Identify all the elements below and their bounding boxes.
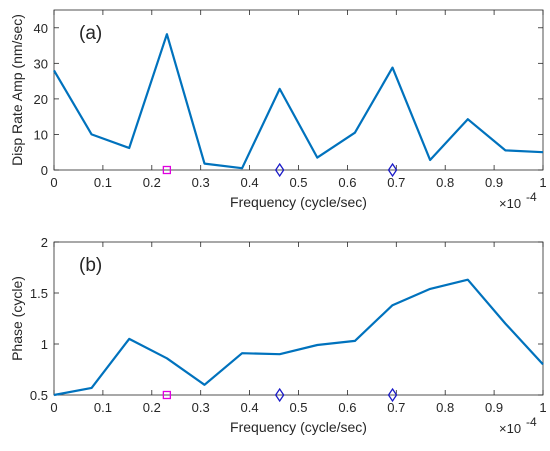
x-tick-label: 0.4 <box>241 400 259 415</box>
y-tick-label: 0 <box>41 163 48 178</box>
y-tick-label: 10 <box>34 127 48 142</box>
y-axis-label: Phase (cycle) <box>9 276 25 361</box>
x-tick-label: 0 <box>50 175 57 190</box>
series-line <box>53 33 544 170</box>
diamond-marker <box>387 387 398 403</box>
x-tick-label: 0.7 <box>387 175 405 190</box>
x-tick-label: 0.7 <box>387 400 405 415</box>
y-tick-label: 30 <box>34 56 48 71</box>
y-tick-label: 40 <box>34 21 48 36</box>
panel-label: (b) <box>79 255 102 276</box>
x-tick-label: 0.6 <box>338 400 356 415</box>
x-tick-label: 0.5 <box>289 400 307 415</box>
series-line <box>53 278 544 397</box>
axes-box <box>53 9 544 171</box>
y-tick-label: 1.5 <box>30 286 48 301</box>
x-exponent-power: -4 <box>526 190 537 204</box>
x-tick-label: 0.1 <box>94 400 112 415</box>
panel-b: 0 0.1 0.2 0.3 0.4 0.5 0.6 0.7 0.8 0.9 1 0.5 1 1.5 2 (b)… <box>9 235 547 436</box>
x-tick-label: 0.6 <box>338 175 356 190</box>
x-tick-label: 1 <box>539 400 546 415</box>
y-tick-label: 1 <box>41 337 48 352</box>
x-tick-label: 0.3 <box>192 175 210 190</box>
x-tick-label: 0 <box>50 400 57 415</box>
x-tick-label: 0.9 <box>485 400 503 415</box>
diamond-marker <box>274 387 285 403</box>
x-exponent-power: -4 <box>526 415 537 429</box>
y-tick-label: 0.5 <box>30 388 48 403</box>
y-tick-label: 2 <box>41 235 48 250</box>
x-tick-label: 0.8 <box>436 175 454 190</box>
diamond-marker <box>387 162 398 178</box>
x-tick-label: 0.4 <box>241 175 259 190</box>
x-tick-label: 0.2 <box>143 175 161 190</box>
y-tick-label: 20 <box>34 92 48 107</box>
square-marker <box>162 390 172 400</box>
x-exponent-base: ×10 <box>499 421 521 436</box>
x-exponent-base: ×10 <box>499 196 521 211</box>
diamond-marker <box>274 162 285 178</box>
x-tick-label: 0.1 <box>94 175 112 190</box>
x-tick-label: 0.9 <box>485 175 503 190</box>
x-tick-label: 0.5 <box>289 175 307 190</box>
axes-box <box>53 241 544 396</box>
x-tick-label: 0.3 <box>192 400 210 415</box>
square-marker <box>162 165 172 175</box>
x-tick-label: 0.2 <box>143 400 161 415</box>
x-tick-label: 1 <box>539 175 546 190</box>
x-axis-label: Frequency (cycle/sec) <box>230 194 367 210</box>
panel-label: (a) <box>79 23 102 44</box>
x-tick-label: 0.8 <box>436 400 454 415</box>
x-axis-label: Frequency (cycle/sec) <box>230 419 367 435</box>
y-axis-label: Disp Rate Amp (nm/sec) <box>9 14 25 166</box>
